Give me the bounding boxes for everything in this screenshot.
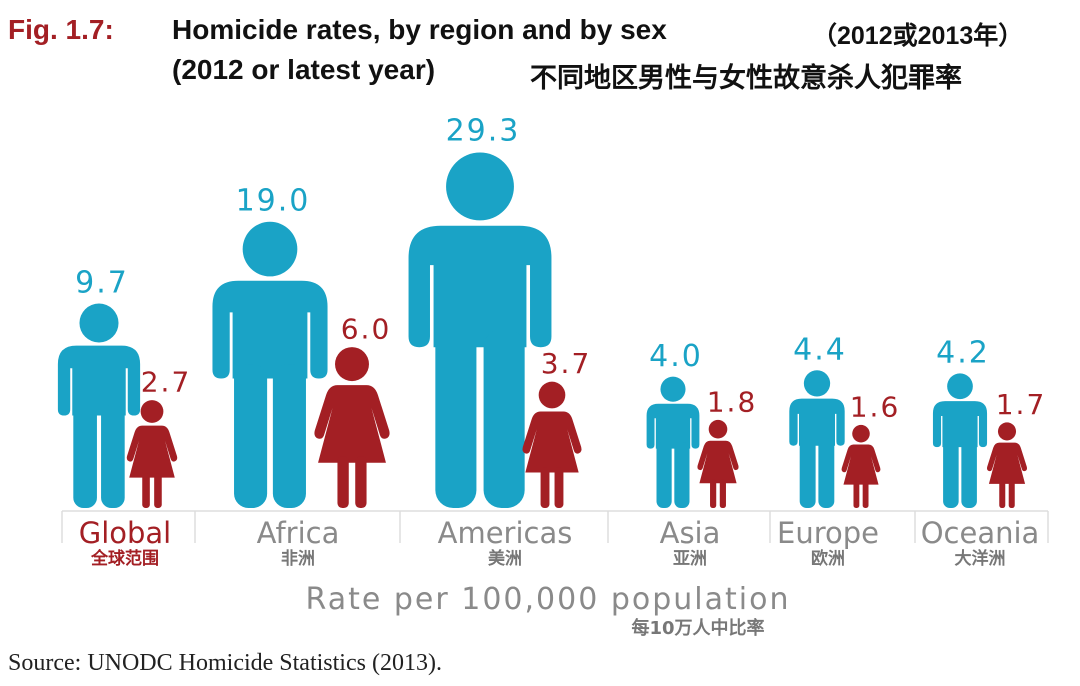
male-figure-africa [212,221,328,508]
category-label-cn: 美洲 [488,548,522,569]
category-label-cn: 全球范围 [90,548,159,569]
female-value-label: 1.6 [850,391,901,424]
male-figure-americas [408,152,552,508]
chart-title-cn: 不同地区男性与女性故意杀人犯罪率 [530,63,962,93]
female-value-label: 1.8 [707,385,758,418]
male-value-label: 29.3 [446,114,521,149]
female-value-label: 3.7 [541,347,592,380]
category-label: Americas [438,516,573,550]
chart-subtitle: (2012 or latest year) [172,54,436,85]
category-label-cn: 非洲 [281,548,315,569]
category-label-cn: 大洋洲 [955,548,1006,569]
female-figure-americas [522,381,582,508]
female-value-label: 6.0 [341,312,392,345]
female-figure-global [126,400,178,508]
male-value-label: 4.4 [793,333,847,368]
male-figure-global [57,303,141,508]
female-value-label: 1.7 [996,388,1047,421]
male-figure-oceania [932,373,988,508]
chart-title-years-cn: （2012或2013年） [812,22,1024,50]
male-value-label: 4.2 [936,336,990,371]
category-label-cn: 欧洲 [811,548,845,569]
category-label: Asia [660,516,721,550]
male-value-label: 4.0 [649,339,703,374]
category-label: Europe [777,516,879,550]
female-figure-asia [697,419,739,508]
x-axis-label-cn: 每10万人中比率 [631,617,764,639]
chart-title: Homicide rates, by region and by sex [172,14,667,45]
source-note: Source: UNODC Homicide Statistics (2013)… [8,650,442,676]
female-value-label: 2.7 [141,366,192,399]
category-label: Oceania [921,516,1040,550]
figure-label: Fig. 1.7: [8,14,114,45]
male-value-label: 19.0 [236,183,311,218]
male-figure-europe [789,370,845,508]
female-figure-africa [314,347,390,508]
category-label: Africa [257,516,340,550]
category-label: Global [79,516,172,550]
female-figure-oceania [986,422,1028,508]
x-axis-label: Rate per 100,000 population [306,582,791,617]
category-label-cn: 亚洲 [673,549,707,569]
female-figure-europe [841,424,881,508]
male-value-label: 9.7 [75,265,129,300]
male-figure-asia [646,376,700,508]
